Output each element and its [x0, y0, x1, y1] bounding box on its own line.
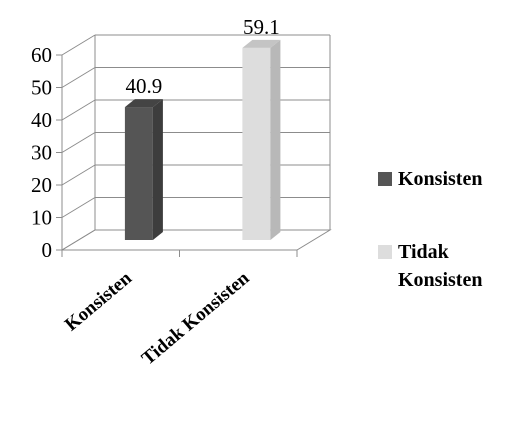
gridline-side: [61, 99, 96, 121]
y-tick-label: 60: [31, 43, 52, 67]
data-label: 40.9: [126, 74, 163, 98]
data-label: 59.1: [243, 15, 280, 39]
legend-label: Konsisten: [398, 168, 482, 190]
legend: Konsisten Tidak Konsisten: [378, 168, 482, 291]
y-tick-label: 0: [42, 238, 53, 262]
gridline-side: [61, 34, 96, 56]
axes: [56, 54, 332, 257]
category-label: Konsisten: [61, 267, 136, 335]
floor: [61, 229, 332, 251]
bar-1: [124, 107, 153, 240]
gridline-side: [61, 197, 96, 218]
data-labels: 40.9 59.1: [126, 15, 280, 98]
y-tick-label: 20: [31, 173, 52, 197]
category-label: Tidak Konsisten: [138, 267, 254, 369]
y-tick-label: 40: [31, 108, 52, 132]
bar-2: [242, 47, 271, 240]
gridline-side: [61, 132, 96, 153]
bar-1-top: [124, 99, 163, 108]
legend-label: Tidak: [398, 241, 450, 263]
legend-label: Konsisten: [398, 269, 482, 291]
gridline-side: [61, 164, 96, 186]
bar-1-side: [152, 99, 163, 240]
gridline-side: [61, 67, 96, 88]
grid-lines: [61, 34, 331, 251]
y-tick-label: 10: [31, 206, 52, 230]
legend-swatch: [378, 172, 392, 186]
y-tick-label: 30: [31, 141, 52, 165]
bars: [124, 39, 281, 240]
category-labels: Konsisten Tidak Konsisten: [61, 267, 254, 369]
y-tick-label: 50: [31, 76, 52, 100]
y-tick-labels: 0 10 20 30 40 50 60: [31, 43, 52, 262]
legend-swatch: [378, 245, 392, 259]
bar-2-top: [242, 39, 281, 48]
bar-2-side: [270, 39, 281, 240]
